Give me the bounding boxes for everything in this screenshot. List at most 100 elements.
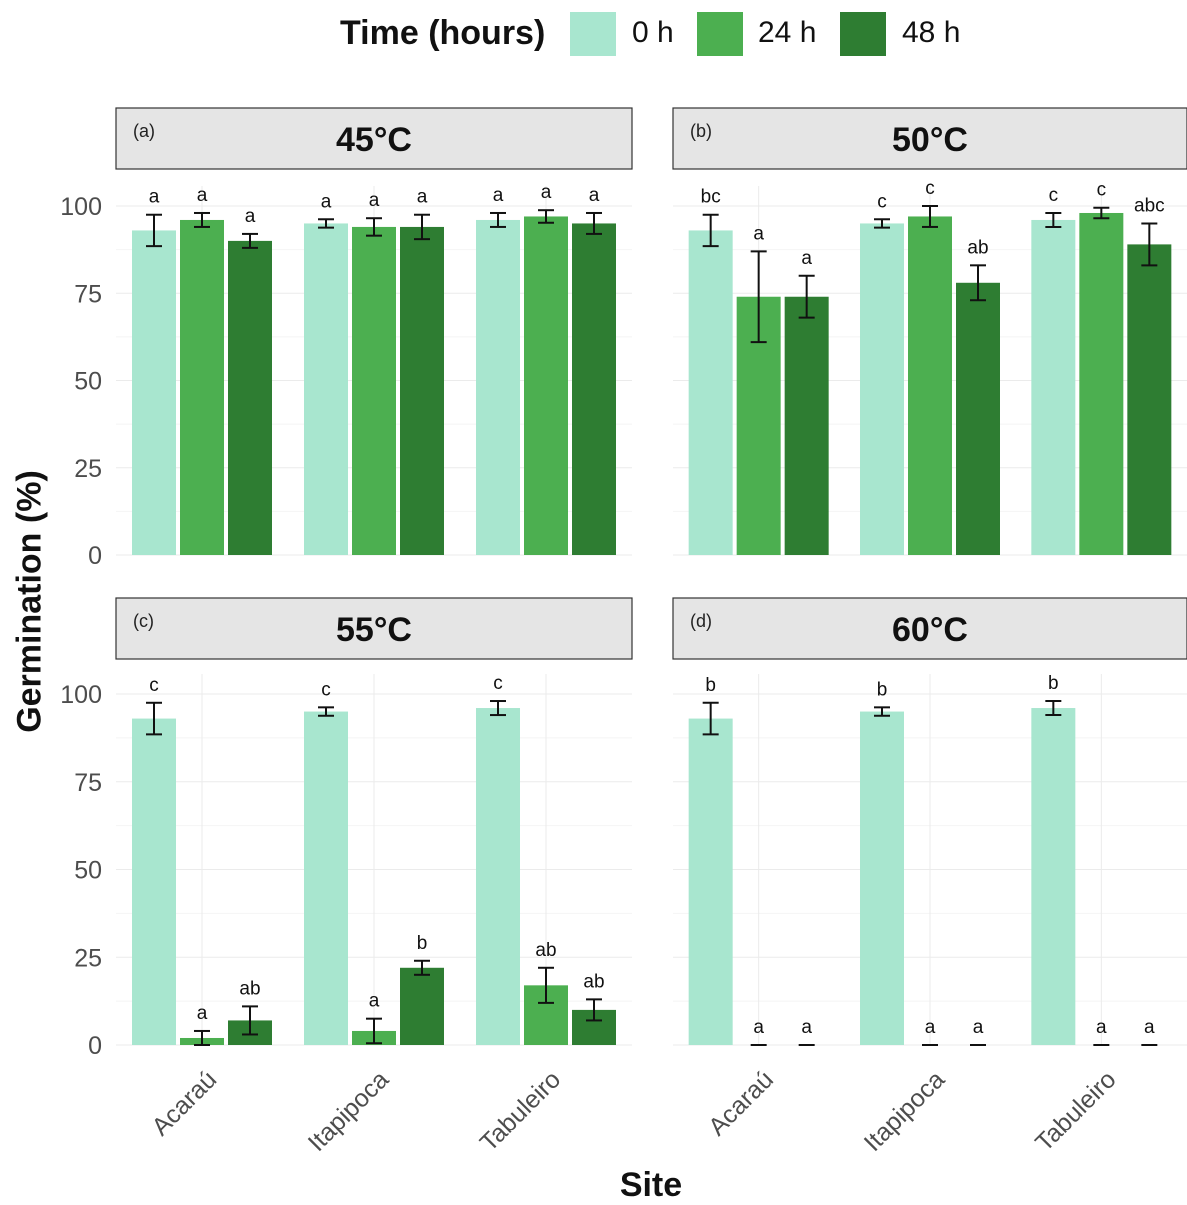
legend-swatch-0h xyxy=(570,12,616,56)
significance-label: c xyxy=(149,675,159,696)
bar xyxy=(524,216,568,555)
x-tick-label: Itapipoca xyxy=(303,1065,395,1157)
bar xyxy=(476,708,520,1045)
significance-label: c xyxy=(925,178,935,199)
legend-title: Time (hours) xyxy=(340,14,546,52)
significance-label: a xyxy=(197,1003,208,1024)
y-tick-label: 25 xyxy=(74,944,102,972)
facet-tag: (a) xyxy=(133,121,155,141)
significance-label: ab xyxy=(967,237,988,258)
legend-label-24h: 24 h xyxy=(758,16,817,49)
bar xyxy=(352,226,396,555)
y-tick-label: 75 xyxy=(74,280,102,308)
significance-label: a xyxy=(1096,1017,1107,1038)
bar xyxy=(688,718,733,1045)
bar xyxy=(908,216,952,555)
x-tick-label: Tabuleiro xyxy=(475,1065,567,1157)
significance-label: a xyxy=(541,182,552,203)
bar xyxy=(132,230,176,555)
facet-strip xyxy=(672,107,1187,170)
y-tick-label: 100 xyxy=(60,681,102,709)
facet-title: 60°C xyxy=(892,611,968,649)
bar xyxy=(132,718,176,1045)
significance-label: a xyxy=(417,187,428,208)
significance-label: b xyxy=(877,679,888,700)
significance-label: a xyxy=(801,1017,812,1038)
significance-label: a xyxy=(1144,1017,1155,1038)
bar xyxy=(688,230,733,555)
significance-label: a xyxy=(925,1017,936,1038)
legend-swatch-48h xyxy=(840,12,886,56)
facet-strip xyxy=(672,597,1187,660)
y-tick-label: 50 xyxy=(74,368,102,396)
significance-label: a xyxy=(369,190,380,211)
facet-title: 55°C xyxy=(336,611,412,649)
significance-label: a xyxy=(493,185,504,206)
significance-label: b xyxy=(1048,673,1059,694)
facet-title: 50°C xyxy=(892,121,968,159)
x-tick-label: Tabuleiro xyxy=(1030,1065,1122,1157)
bar xyxy=(228,240,272,555)
bar xyxy=(180,219,224,555)
bar xyxy=(304,223,348,555)
legend-swatch-24h xyxy=(697,12,743,56)
x-axis-title: Site xyxy=(619,1166,683,1204)
legend-label-0h: 0 h xyxy=(632,16,674,49)
bar xyxy=(860,711,904,1045)
significance-label: a xyxy=(801,248,812,269)
facet-tag: (c) xyxy=(133,611,154,631)
significance-label: a xyxy=(753,1017,764,1038)
significance-label: c xyxy=(321,679,331,700)
bar xyxy=(476,219,520,555)
y-tick-label: 100 xyxy=(60,193,102,221)
bar xyxy=(304,711,348,1045)
significance-label: ab xyxy=(583,971,604,992)
bar xyxy=(1031,219,1076,555)
significance-label: a xyxy=(369,991,380,1012)
y-tick-label: 50 xyxy=(74,857,102,885)
panel-4: (d) 60°C b a a Acaraú b a a Itapipoca b a a Tabuleiro xyxy=(672,597,1187,1157)
y-tick-label: 25 xyxy=(74,455,102,483)
x-tick-label: Acaraú xyxy=(146,1065,222,1141)
significance-label: c xyxy=(493,673,503,694)
significance-label: ab xyxy=(239,978,260,999)
significance-label: ab xyxy=(535,940,556,961)
significance-label: bc xyxy=(701,187,721,208)
significance-label: b xyxy=(705,675,716,696)
bar xyxy=(784,296,829,555)
panel-1: (a) 45°C 0 25 50 75 100 a a a a a a a a a xyxy=(60,107,633,570)
x-tick-label: Acaraú xyxy=(703,1065,779,1141)
y-tick-label: 0 xyxy=(88,1032,102,1060)
facet-tag: (d) xyxy=(690,611,712,631)
significance-label: a xyxy=(973,1017,984,1038)
bar xyxy=(1031,708,1076,1045)
significance-label: a xyxy=(149,187,160,208)
facet-title: 45°C xyxy=(336,121,412,159)
bar xyxy=(572,223,616,555)
bar xyxy=(1079,212,1124,556)
y-axis-title: Germination (%) xyxy=(10,470,49,733)
significance-label: a xyxy=(589,185,600,206)
bar xyxy=(400,967,444,1045)
significance-label: c xyxy=(1097,180,1107,201)
legend-label-48h: 48 h xyxy=(902,16,961,49)
significance-label: abc xyxy=(1134,195,1165,216)
significance-label: c xyxy=(1049,185,1059,206)
bar xyxy=(1127,244,1172,555)
bar xyxy=(400,226,444,555)
y-tick-label: 75 xyxy=(74,769,102,797)
significance-label: b xyxy=(417,933,428,954)
significance-label: a xyxy=(321,191,332,212)
significance-label: a xyxy=(753,223,764,244)
y-tick-label: 0 xyxy=(88,542,102,570)
significance-label: a xyxy=(245,206,256,227)
facet-strip xyxy=(115,597,633,660)
x-tick-label: Itapipoca xyxy=(859,1065,951,1157)
facet-strip xyxy=(115,107,633,170)
bar xyxy=(956,282,1000,555)
significance-label: a xyxy=(197,185,208,206)
significance-label: c xyxy=(877,191,887,212)
facet-tag: (b) xyxy=(690,121,712,141)
